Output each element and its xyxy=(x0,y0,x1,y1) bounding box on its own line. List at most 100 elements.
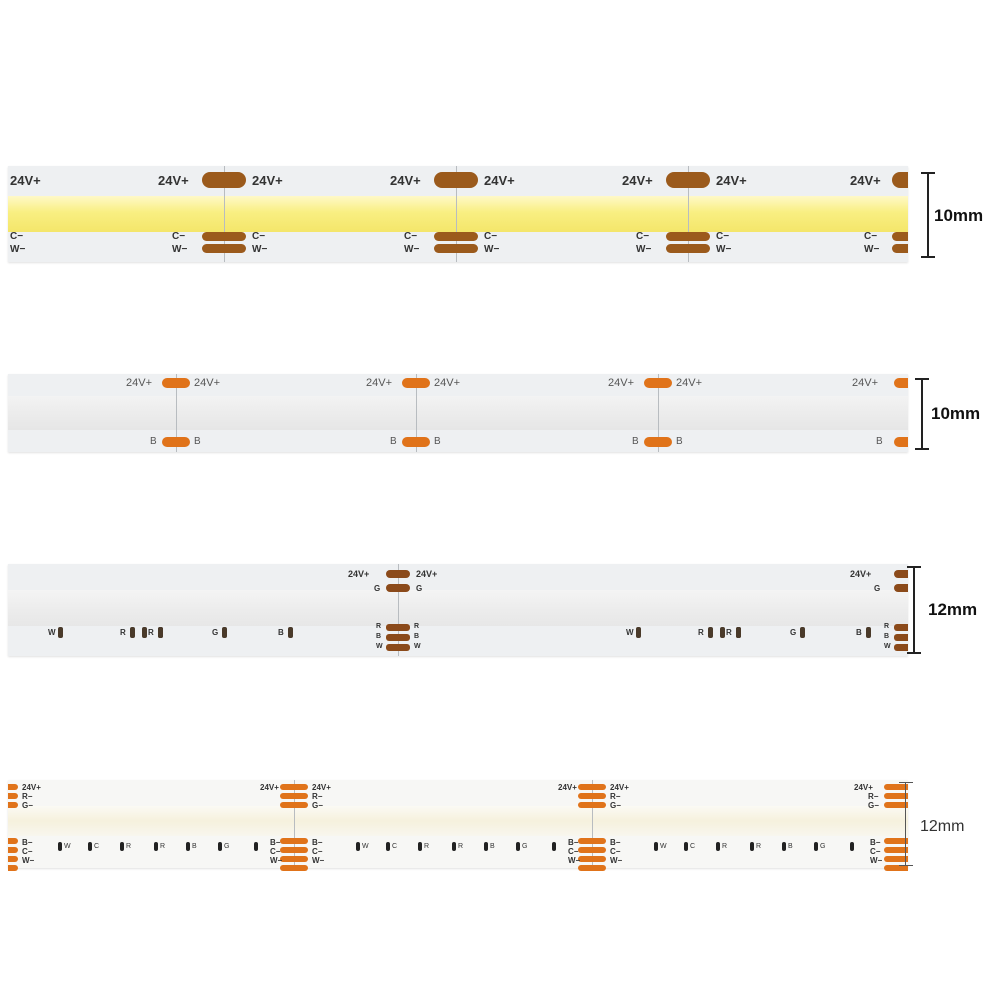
solder-pad xyxy=(280,802,308,808)
chip-label: B xyxy=(278,628,284,637)
voltage-label: 24V+ xyxy=(312,783,331,792)
chip-label: R xyxy=(698,628,704,637)
w-neg-label: W− xyxy=(252,244,268,255)
solder-pad xyxy=(894,437,908,447)
chip-label: B xyxy=(856,628,862,637)
voltage-label: 24V+ xyxy=(608,377,634,389)
chip-label: G xyxy=(522,843,528,850)
solder-pad xyxy=(280,838,308,844)
neg-label: B xyxy=(414,633,420,640)
g-neg-label: G− xyxy=(22,801,33,810)
neg-label: W xyxy=(884,643,891,650)
cut-line xyxy=(456,166,457,262)
chip-label: W xyxy=(362,843,369,850)
led-chip xyxy=(866,627,871,638)
chip-label: W xyxy=(660,843,667,850)
led-chip xyxy=(516,842,520,851)
w-neg-label: W− xyxy=(636,244,652,255)
led-chip xyxy=(58,627,63,638)
c-neg-label: C− xyxy=(10,231,24,242)
neg-label: W− xyxy=(568,856,581,865)
width-dimension-line xyxy=(913,566,915,654)
g-neg-label: G− xyxy=(312,801,323,810)
led-chip xyxy=(800,627,805,638)
solder-pad xyxy=(578,838,606,844)
neg-label: C− xyxy=(568,847,579,856)
led-chip xyxy=(58,842,62,851)
cut-line xyxy=(294,780,295,868)
led-chip xyxy=(782,842,786,851)
led-chip xyxy=(750,842,754,851)
led-chip xyxy=(654,842,658,851)
led-chip xyxy=(158,627,163,638)
led-chip xyxy=(814,842,818,851)
chip-label: G xyxy=(790,628,797,637)
chip-label: C xyxy=(392,843,398,850)
neg-label: B xyxy=(884,633,890,640)
r-neg-label: R− xyxy=(610,792,621,801)
solder-pad xyxy=(202,232,246,241)
rgbcct-cob-strip: 24V+ 24V+ R− G− B− B− C− C− W− W− 24V+ 24V+ R− G− B− B−… xyxy=(8,780,908,871)
rgbw-cob-strip: 24V+ 24V+ G G R R B B W W 24V+ G R B W W R R G B W R R G B xyxy=(8,564,908,656)
solder-pad xyxy=(402,437,430,447)
c-neg-label: C− xyxy=(484,231,498,242)
led-chip xyxy=(552,842,556,851)
solder-pad xyxy=(386,634,410,641)
led-chip xyxy=(708,627,713,638)
chip-label: R xyxy=(120,628,126,637)
w-neg-label: W− xyxy=(864,244,880,255)
led-chip xyxy=(120,842,124,851)
chip-label: R xyxy=(726,628,732,637)
b-neg-label: B xyxy=(876,436,883,447)
solder-pad xyxy=(8,856,18,862)
b-neg-label: B xyxy=(194,436,201,447)
cut-line xyxy=(224,166,225,262)
voltage-label: 24V+ xyxy=(622,173,653,188)
chip-label: R xyxy=(756,843,762,850)
chip-label: R xyxy=(148,628,154,637)
solder-pad xyxy=(386,644,410,651)
chip-label: W xyxy=(48,628,56,637)
width-label: 12mm xyxy=(928,600,978,619)
voltage-label: 24V+ xyxy=(854,783,873,792)
r-neg-label: R− xyxy=(312,792,323,801)
neg-label: W− xyxy=(270,856,283,865)
voltage-label: 24V+ xyxy=(126,377,152,389)
c-neg-label: C− xyxy=(716,231,730,242)
c-neg-label: C− xyxy=(404,231,418,242)
chip-label: G xyxy=(224,843,230,850)
cut-line xyxy=(688,166,689,262)
b-neg-label: B xyxy=(434,436,441,447)
led-chip xyxy=(386,842,390,851)
solder-pad xyxy=(280,865,308,871)
neg-label: R xyxy=(414,623,420,630)
solder-pad xyxy=(644,437,672,447)
neg-label: C− xyxy=(22,847,33,856)
neg-label: W− xyxy=(22,856,35,865)
solder-pad xyxy=(8,838,18,844)
solder-pad xyxy=(434,172,478,188)
solder-pad xyxy=(884,802,908,808)
g-label: G xyxy=(416,584,423,593)
led-chip xyxy=(88,842,92,851)
cut-line xyxy=(658,374,659,452)
w-neg-label: W− xyxy=(404,244,420,255)
neg-label: R xyxy=(376,623,382,630)
neg-label: B− xyxy=(312,838,323,847)
led-emission-band xyxy=(8,396,908,430)
chip-label: W xyxy=(626,628,634,637)
led-chip xyxy=(452,842,456,851)
solder-pad xyxy=(894,570,908,578)
solder-pad xyxy=(386,584,410,592)
led-chip xyxy=(736,627,741,638)
solder-pad xyxy=(402,378,430,388)
led-chip xyxy=(218,842,222,851)
solder-pad xyxy=(280,793,308,799)
w-neg-label: W− xyxy=(10,244,26,255)
single-color-cob-strip: 24V+ 24V+ B B 24V+ 24V+ B B 24V+ 24V+ B B 24V+ B xyxy=(8,374,908,452)
led-chip xyxy=(636,627,641,638)
voltage-label: 24V+ xyxy=(434,377,460,389)
b-neg-label: B xyxy=(676,436,683,447)
b-neg-label: B xyxy=(150,436,157,447)
voltage-label: 24V+ xyxy=(260,783,279,792)
